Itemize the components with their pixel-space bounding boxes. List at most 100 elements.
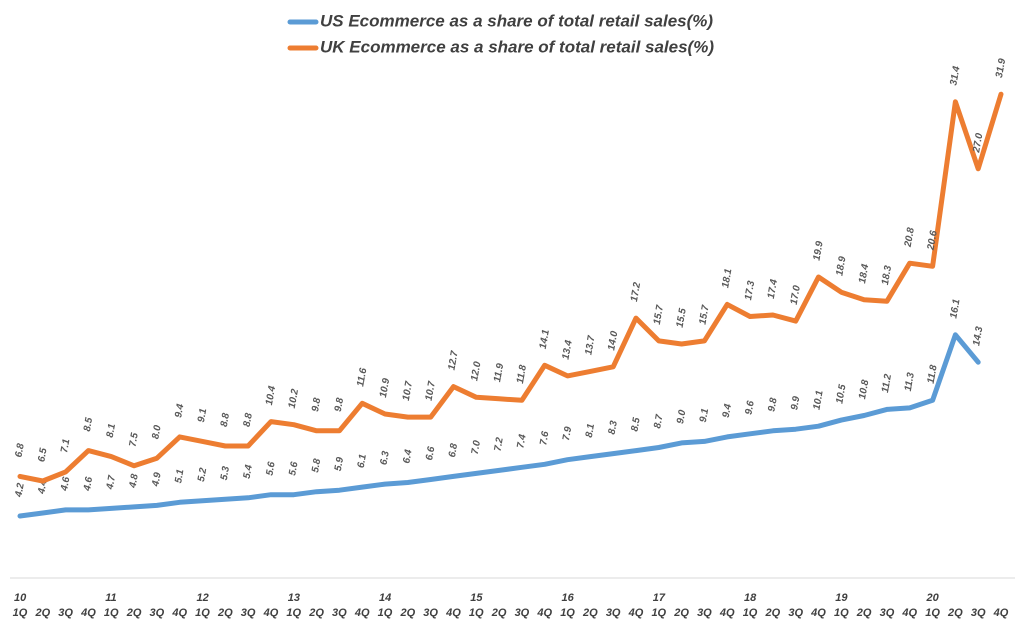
data-label: 14.1: [538, 328, 552, 350]
x-group-label: 10: [14, 592, 27, 604]
series-line: [17, 91, 1004, 484]
x-tick-label: 3Q: [423, 607, 438, 619]
data-label: 6.8: [14, 442, 27, 458]
data-label: 7.5: [128, 432, 141, 448]
data-label: 4.7: [105, 474, 118, 491]
data-label: 6.5: [36, 447, 49, 463]
data-label: 15.5: [675, 307, 689, 329]
data-label: 9.4: [721, 403, 734, 419]
data-label: 9.1: [698, 407, 711, 423]
x-tick-label: 1Q: [378, 607, 393, 619]
data-label: 5.3: [219, 465, 232, 481]
data-label: 11.9: [492, 362, 506, 383]
x-tick-label: 2Q: [673, 607, 689, 619]
x-tick-label: 4Q: [901, 607, 917, 619]
data-label: 4.6: [82, 476, 95, 493]
x-tick-label: 4Q: [810, 607, 826, 619]
x-tick-label: 1Q: [925, 607, 940, 619]
data-label: 15.7: [652, 304, 666, 326]
data-label: 6.3: [379, 450, 392, 466]
data-label: 31.9: [994, 57, 1008, 79]
data-label: 12.0: [469, 360, 483, 382]
data-label: 10.7: [424, 380, 438, 402]
x-tick-label: 2Q: [947, 607, 963, 619]
data-label: 8.5: [629, 416, 642, 432]
x-tick-label: 1Q: [834, 607, 849, 619]
data-label: 13.7: [583, 334, 597, 356]
series-line: [17, 332, 981, 519]
x-tick-label: 2Q: [126, 607, 142, 619]
data-label: 13.4: [561, 339, 575, 361]
x-tick-label: 1Q: [743, 607, 758, 619]
x-group-label: 15: [470, 592, 483, 604]
data-label: 9.0: [675, 409, 688, 425]
data-label: 8.1: [584, 422, 597, 438]
data-label: 7.0: [470, 439, 483, 455]
x-tick-label: 3Q: [880, 607, 895, 619]
data-label: 10.4: [264, 385, 278, 407]
x-tick-label: 4Q: [263, 607, 279, 619]
x-group-label: 19: [835, 592, 848, 604]
x-tick-label: 3Q: [971, 607, 986, 619]
data-label: 14.3: [971, 325, 985, 347]
data-label: 9.8: [333, 397, 346, 413]
x-group-label: 17: [653, 592, 666, 604]
data-label: 20.6: [925, 229, 939, 251]
data-label: 4.9: [150, 471, 163, 488]
data-label: 5.6: [264, 461, 277, 477]
data-label: 6.6: [424, 445, 437, 461]
x-tick-label: 3Q: [332, 607, 347, 619]
x-tick-label: 2Q: [582, 607, 598, 619]
data-label: 11.2: [880, 373, 894, 394]
x-tick-label: 4Q: [354, 607, 370, 619]
data-label: 17.3: [743, 280, 757, 302]
x-tick-label: 3Q: [150, 607, 165, 619]
x-tick-label: 1Q: [560, 607, 575, 619]
data-label: 11.3: [903, 371, 917, 392]
data-label: 10.2: [287, 388, 301, 410]
x-group-label: 20: [926, 592, 940, 604]
x-tick-label: 3Q: [58, 607, 73, 619]
data-label: 18.4: [857, 263, 871, 285]
data-label: 20.8: [903, 226, 917, 248]
data-label: 9.9: [789, 395, 802, 411]
data-label: 17.2: [629, 281, 643, 303]
data-label: 4.4: [36, 479, 49, 496]
x-group-label: 12: [197, 592, 209, 604]
data-label: 8.8: [242, 412, 255, 428]
x-tick-label: 4Q: [719, 607, 735, 619]
x-tick-label: 1Q: [104, 607, 119, 619]
data-label: 6.8: [447, 442, 460, 458]
data-label: 11.8: [926, 364, 940, 385]
data-label: 17.0: [789, 284, 803, 306]
data-label: 18.9: [834, 255, 848, 277]
data-label: 5.4: [242, 464, 255, 480]
data-label: 7.1: [59, 438, 72, 454]
data-label: 9.1: [196, 407, 209, 423]
x-tick-label: 4Q: [80, 607, 96, 619]
x-tick-label: 3Q: [697, 607, 712, 619]
data-label: 8.1: [105, 422, 118, 438]
x-tick-label: 1Q: [13, 607, 28, 619]
x-tick-label: 4Q: [536, 607, 552, 619]
x-tick-label: 2Q: [34, 607, 50, 619]
data-label: 10.1: [812, 389, 826, 411]
x-group-label: 13: [288, 592, 300, 604]
data-label: 6.1: [356, 453, 369, 469]
x-tick-label: 3Q: [515, 607, 530, 619]
data-label: 7.2: [493, 436, 506, 452]
data-label: 8.7: [652, 413, 665, 429]
data-label: 7.6: [538, 430, 551, 446]
data-label: 10.5: [834, 383, 848, 405]
data-label: 9.8: [766, 397, 779, 413]
data-label: 6.4: [401, 448, 414, 464]
x-group-label: 14: [379, 592, 391, 604]
data-label: 10.8: [857, 379, 871, 401]
x-tick-label: 1Q: [286, 607, 301, 619]
x-tick-label: 3Q: [788, 607, 803, 619]
data-label: 9.8: [310, 397, 323, 413]
x-tick-label: 4Q: [445, 607, 461, 619]
x-tick-label: 2Q: [765, 607, 781, 619]
